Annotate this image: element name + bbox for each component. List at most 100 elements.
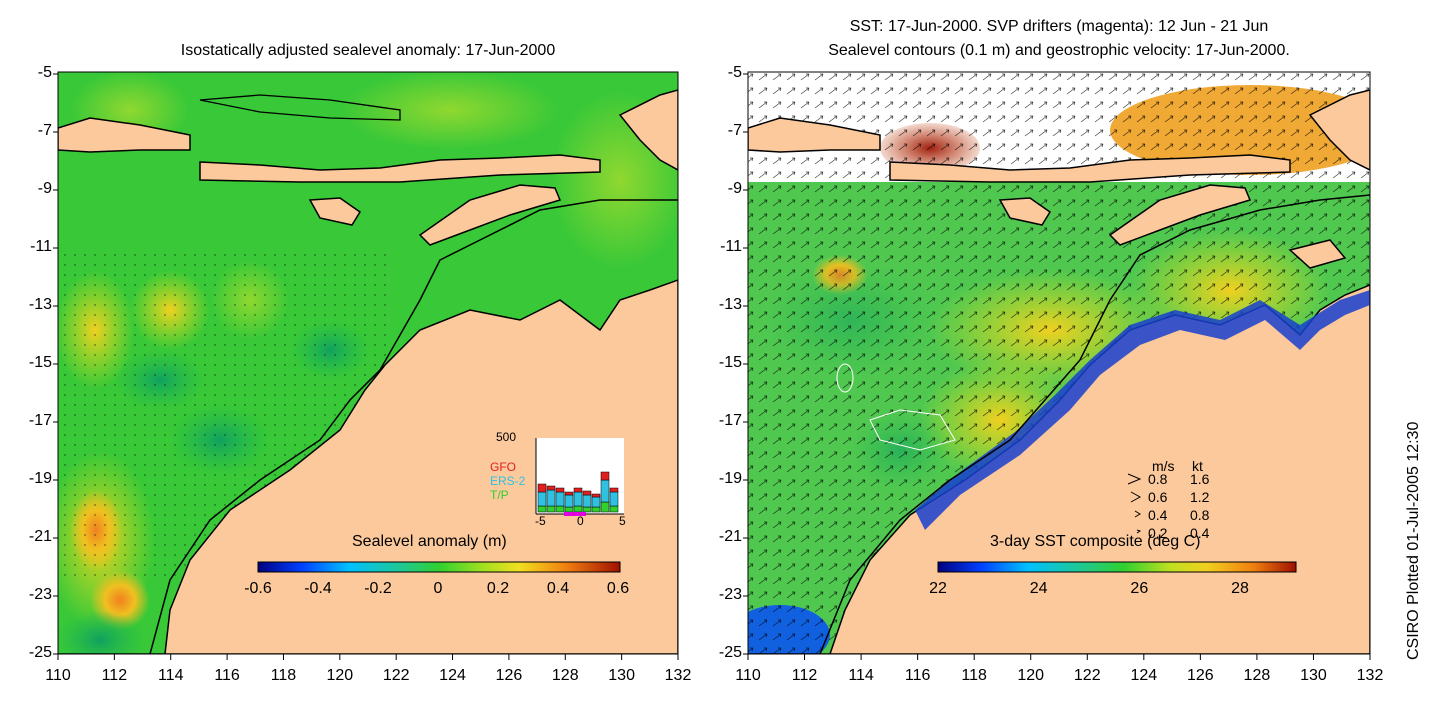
sla-colorbar-tick: 0.2 <box>486 580 510 597</box>
right-lat-tick: -11 <box>720 238 742 255</box>
right-lon-tick: 126 <box>1187 667 1214 684</box>
left-lat-tick: -25 <box>28 644 52 661</box>
left-map-title: Isostatically adjusted sealevel anomaly:… <box>180 42 556 59</box>
histogram-bar <box>546 505 556 513</box>
sla-colorbar-tick: -0.4 <box>304 580 332 597</box>
sla-colorbar-tick: 0.6 <box>606 580 630 597</box>
sst-colorbar-tick: 28 <box>1231 580 1249 597</box>
right-map-title-line2: Sealevel contours (0.1 m) and geostrophi… <box>828 42 1290 59</box>
left-map-field <box>58 72 678 654</box>
histogram-bar <box>564 494 574 508</box>
velocity-legend-ms: 0.4 <box>1148 507 1168 523</box>
histogram-bar <box>537 483 547 493</box>
sla-colorbar-tick: 0 <box>433 580 443 597</box>
velocity-legend-header-kt: kt <box>1192 458 1203 474</box>
right-lat-tick: -7 <box>727 122 742 139</box>
left-lon-tick: 130 <box>608 667 635 684</box>
histogram-bar <box>609 487 619 493</box>
right-lat-tick: -5 <box>727 64 742 81</box>
velocity-legend-kt: 1.6 <box>1190 471 1210 487</box>
left-lat-tick: -5 <box>37 64 52 81</box>
right-lat-tick: -9 <box>727 180 742 197</box>
sst-colorbar-label: 3-day SST composite (deg C) <box>990 533 1201 550</box>
histogram-bar <box>564 491 574 496</box>
histogram-bar <box>591 496 601 508</box>
legend-ers2: ERS-2 <box>490 474 526 488</box>
histogram-ymax: 500 <box>496 430 517 444</box>
left-lat-tick: -11 <box>30 238 52 255</box>
right-lat-tick: -25 <box>718 644 742 661</box>
sla-colorbar-tick: -0.2 <box>364 580 392 597</box>
histogram-bar <box>564 506 574 513</box>
left-lon-tick: 122 <box>382 667 410 684</box>
sla-colorbar-tick: 0.4 <box>546 580 570 597</box>
velocity-legend-ms: 0.2 <box>1148 525 1168 541</box>
right-lon-tick: 120 <box>1017 667 1045 684</box>
right-map-field <box>748 72 1370 654</box>
velocity-legend-arrows <box>1127 473 1142 534</box>
histogram-bar <box>555 487 565 493</box>
right-lon-tick: 132 <box>1356 667 1384 684</box>
left-lon-tick: 126 <box>495 667 523 684</box>
histogram-bar <box>600 471 610 481</box>
velocity-legend-header-ms: m/s <box>1152 458 1175 474</box>
histogram-bar <box>573 505 583 513</box>
velocity-legend-kt: 0.8 <box>1190 507 1210 523</box>
right-map-title-line1: SST: 17-Jun-2000. SVP drifters (magenta)… <box>849 18 1269 35</box>
velocity-legend-kt: 0.4 <box>1190 525 1210 541</box>
sst-colorbar-tick: 24 <box>1029 580 1048 597</box>
right-lon-tick: 114 <box>848 667 874 684</box>
right-lon-tick: 130 <box>1300 667 1327 684</box>
right-lon-tick: 112 <box>791 667 818 684</box>
left-lat-tick: -21 <box>28 528 52 545</box>
left-map-frame <box>57 71 679 655</box>
right-lon-tick: 118 <box>961 667 987 684</box>
histogram-bar <box>546 485 556 491</box>
left-lon-tick: 118 <box>270 667 297 684</box>
left-lat-tick: -13 <box>28 296 52 313</box>
left-lon-tick: 114 <box>157 667 184 684</box>
velocity-legend-ms: 0.8 <box>1148 471 1168 487</box>
histogram-bar <box>591 506 601 513</box>
altimeter-histogram <box>535 438 624 516</box>
right-lon-tick: 124 <box>1130 667 1158 684</box>
histogram-bar <box>573 487 583 493</box>
sst-colorbar-tick: 26 <box>1130 580 1149 597</box>
right-lat-tick: -23 <box>718 586 742 603</box>
left-lat-tick: -9 <box>37 180 52 197</box>
left-lat-tick: -15 <box>28 354 52 371</box>
left-lat-tick: -7 <box>37 122 52 139</box>
right-lat-tick: -19 <box>718 470 742 487</box>
histogram-drifter-range <box>564 512 586 516</box>
velocity-legend-kt: 1.2 <box>1190 489 1210 505</box>
histogram-bar <box>600 501 610 513</box>
credit-text: CSIRO Plotted 01-Jul-2005 12:30 <box>1405 421 1422 660</box>
right-lat-tick: -15 <box>718 354 742 371</box>
sla-colorbar <box>257 561 621 573</box>
left-lon-tick: 116 <box>214 667 240 684</box>
histogram-bar <box>537 491 547 507</box>
right-lon-tick: 128 <box>1243 667 1271 684</box>
right-map-frame <box>747 71 1371 655</box>
histogram-bar <box>573 491 583 507</box>
left-lon-tick: 124 <box>439 667 466 684</box>
velocity-legend-ms: 0.6 <box>1148 489 1168 505</box>
right-lon-tick: 122 <box>1073 667 1101 684</box>
histogram-bar <box>582 494 592 508</box>
sst-colorbar <box>937 561 1297 573</box>
histogram-bar <box>546 489 556 507</box>
left-lat-tick: -17 <box>28 412 52 429</box>
legend-tp: T/P <box>490 488 509 502</box>
histogram-bar <box>555 505 565 513</box>
histogram-bar <box>609 505 619 513</box>
left-lon-tick: 132 <box>664 667 692 684</box>
histogram-bar <box>582 490 592 496</box>
histogram-bar <box>600 479 610 503</box>
left-lat-tick: -23 <box>28 586 52 603</box>
right-lon-tick: 110 <box>735 667 761 684</box>
histogram-xtick-min: -5 <box>535 514 546 528</box>
right-lat-tick: -17 <box>718 412 742 429</box>
right-lon-tick: 116 <box>904 667 931 684</box>
left-lon-tick: 112 <box>101 667 128 684</box>
